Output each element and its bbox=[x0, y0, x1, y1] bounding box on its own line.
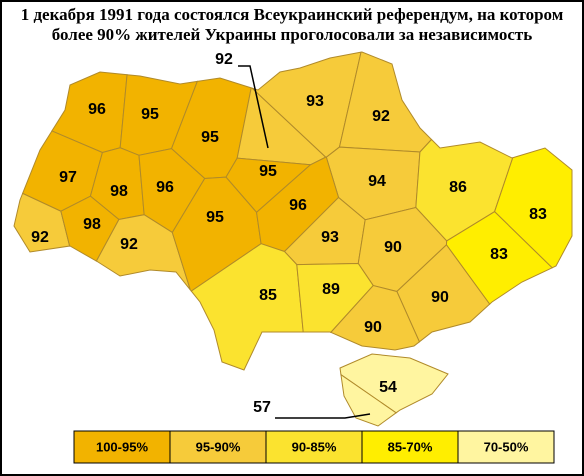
region bbox=[340, 373, 397, 427]
legend-label: 85-70% bbox=[388, 439, 433, 454]
region-label: 54 bbox=[379, 379, 397, 396]
region-label: 92 bbox=[120, 236, 138, 253]
region-label: 85 bbox=[259, 287, 277, 304]
region-label: 92 bbox=[372, 108, 390, 125]
legend-swatch bbox=[265, 430, 363, 464]
legend-swatch bbox=[457, 430, 555, 464]
region-label: 92 bbox=[215, 51, 233, 68]
region-label: 96 bbox=[289, 197, 307, 214]
region-label: 90 bbox=[431, 289, 449, 306]
region-label: 95 bbox=[259, 163, 277, 180]
callout-line bbox=[275, 413, 371, 419]
region-label: 57 bbox=[253, 399, 271, 416]
region-label: 96 bbox=[156, 179, 174, 196]
region-label: 86 bbox=[449, 179, 467, 196]
legend: 100-95% 95-90% 90-85% 85-70% 70-50% bbox=[73, 430, 555, 464]
region-label: 93 bbox=[306, 93, 324, 110]
region-label: 97 bbox=[59, 169, 77, 186]
region-label: 95 bbox=[141, 106, 159, 123]
region-label: 98 bbox=[83, 216, 101, 233]
region-label: 83 bbox=[490, 246, 508, 263]
region-label: 83 bbox=[529, 206, 547, 223]
region-label: 90 bbox=[384, 239, 402, 256]
region-label: 95 bbox=[201, 129, 219, 146]
region-label: 93 bbox=[321, 229, 339, 246]
callout-line bbox=[238, 65, 269, 149]
legend-swatch bbox=[361, 430, 459, 464]
region-label: 89 bbox=[322, 281, 340, 298]
region bbox=[330, 284, 421, 351]
region bbox=[190, 243, 304, 371]
legend-label: 95-90% bbox=[196, 439, 241, 454]
region bbox=[95, 214, 191, 291]
region-label: 92 bbox=[31, 229, 49, 246]
title-line: 1 декабря 1991 года состоялся Всеукраинс… bbox=[21, 5, 564, 24]
region-label: 96 bbox=[88, 101, 106, 118]
region-label: 90 bbox=[364, 319, 382, 336]
legend-label: 100-95% bbox=[96, 439, 148, 454]
region-labels: 96 95 95 92 93 92 97 98 96 95 94 86 83 92 98 92 95 96 93 90… bbox=[31, 51, 547, 416]
region-label: 94 bbox=[368, 173, 386, 190]
legend-label: 70-50% bbox=[484, 439, 529, 454]
region-label: 98 bbox=[110, 183, 128, 200]
legend-label: 90-85% bbox=[292, 439, 337, 454]
region-label: 95 bbox=[206, 209, 224, 226]
title-line: более 90% жителей Украины проголосовали … bbox=[52, 25, 532, 44]
